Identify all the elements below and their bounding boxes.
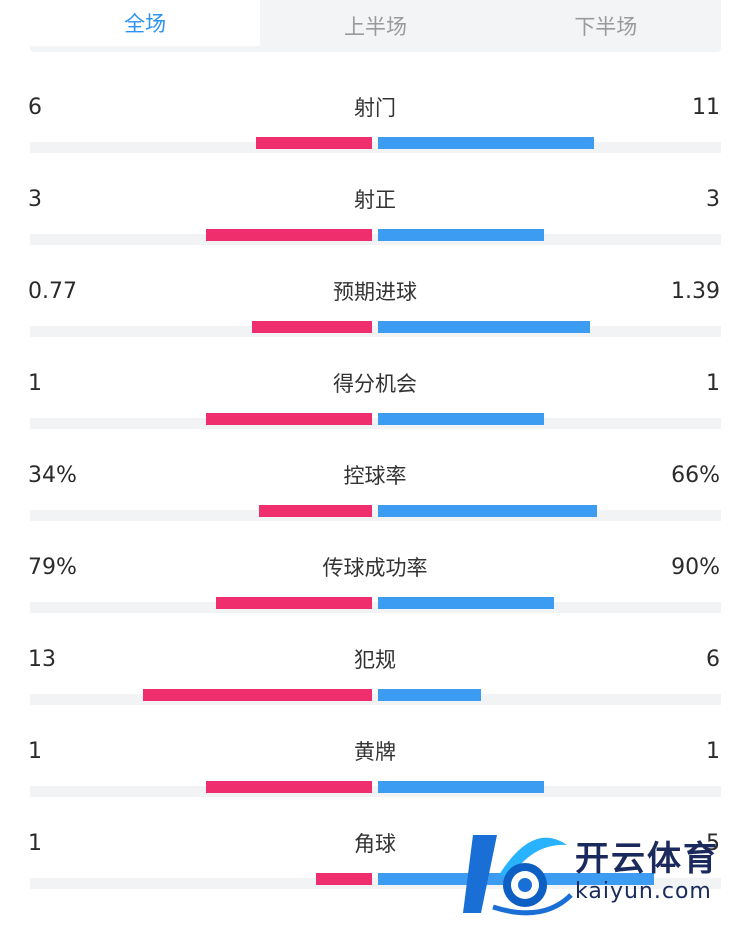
stat-track xyxy=(30,510,721,521)
away-value: 1 xyxy=(706,371,720,396)
home-value: 6 xyxy=(28,95,42,120)
away-bar xyxy=(378,781,544,793)
home-value: 1 xyxy=(28,831,42,856)
home-bar xyxy=(252,321,372,333)
stat-track xyxy=(30,786,721,797)
home-bar xyxy=(143,689,372,701)
away-value: 11 xyxy=(692,95,720,120)
stat-row: 1 黄牌 1 xyxy=(0,706,750,798)
home-value: 13 xyxy=(28,647,56,672)
stat-label: 控球率 xyxy=(343,464,407,488)
away-bar xyxy=(378,229,544,241)
watermark-url: kaiyun.com xyxy=(575,879,712,904)
stat-row: 1 得分机会 1 xyxy=(0,338,750,430)
home-bar xyxy=(206,781,372,793)
away-bar xyxy=(378,505,597,517)
stat-track xyxy=(30,602,721,613)
home-bar xyxy=(216,597,372,609)
tab-full-match[interactable]: 全场 xyxy=(30,0,261,46)
stat-row: 3 射正 3 xyxy=(0,154,750,246)
home-value: 79% xyxy=(28,555,77,580)
stat-track xyxy=(30,234,721,245)
away-bar xyxy=(378,413,544,425)
away-value: 6 xyxy=(706,647,720,672)
home-bar xyxy=(206,229,372,241)
stat-row: 79% 传球成功率 90% xyxy=(0,522,750,614)
stat-label: 传球成功率 xyxy=(322,556,428,580)
stat-track xyxy=(30,878,721,889)
stat-row: 6 射门 11 xyxy=(0,62,750,154)
away-value: 3 xyxy=(706,187,720,212)
home-value: 3 xyxy=(28,187,42,212)
stat-label: 得分机会 xyxy=(333,372,417,396)
stat-label: 预期进球 xyxy=(333,280,417,304)
stat-label: 射正 xyxy=(354,188,396,212)
away-value: 90% xyxy=(671,555,720,580)
away-bar xyxy=(378,321,590,333)
stat-track xyxy=(30,418,721,429)
home-bar xyxy=(316,873,372,885)
away-bar xyxy=(378,597,554,609)
stat-label: 犯规 xyxy=(354,648,396,672)
stat-track xyxy=(30,694,721,705)
watermark-name: 开云体育 xyxy=(575,839,719,879)
stat-label: 射门 xyxy=(354,96,396,120)
home-value: 1 xyxy=(28,739,42,764)
home-bar xyxy=(259,505,372,517)
watermark-logo: 开云体育 kaiyun.com xyxy=(463,825,748,925)
stat-row: 0.77 预期进球 1.39 xyxy=(0,246,750,338)
away-bar xyxy=(378,689,481,701)
home-bar xyxy=(256,137,372,149)
stat-row: 34% 控球率 66% xyxy=(0,430,750,522)
period-tabs: 全场 上半场 下半场 xyxy=(30,0,721,52)
home-value: 1 xyxy=(28,371,42,396)
home-value: 0.77 xyxy=(28,279,77,304)
stats-list: 6 射门 11 3 射正 3 0.77 预期进球 1.39 1 得分机会 1 34% 控球率 66% 79% 传… xyxy=(0,62,750,890)
away-value: 5 xyxy=(706,831,720,856)
away-bar xyxy=(378,137,594,149)
home-bar xyxy=(206,413,372,425)
kaiyun-logo-icon xyxy=(463,835,573,916)
stat-row: 13 犯规 6 xyxy=(0,614,750,706)
away-value: 1 xyxy=(706,739,720,764)
stat-track xyxy=(30,326,721,337)
away-value: 1.39 xyxy=(671,279,720,304)
home-value: 34% xyxy=(28,463,77,488)
stat-label: 角球 xyxy=(354,832,396,856)
tab-second-half[interactable]: 下半场 xyxy=(574,15,638,39)
away-value: 66% xyxy=(671,463,720,488)
stat-label: 黄牌 xyxy=(354,740,396,764)
tab-first-half[interactable]: 上半场 xyxy=(343,15,407,39)
stat-track xyxy=(30,142,721,153)
